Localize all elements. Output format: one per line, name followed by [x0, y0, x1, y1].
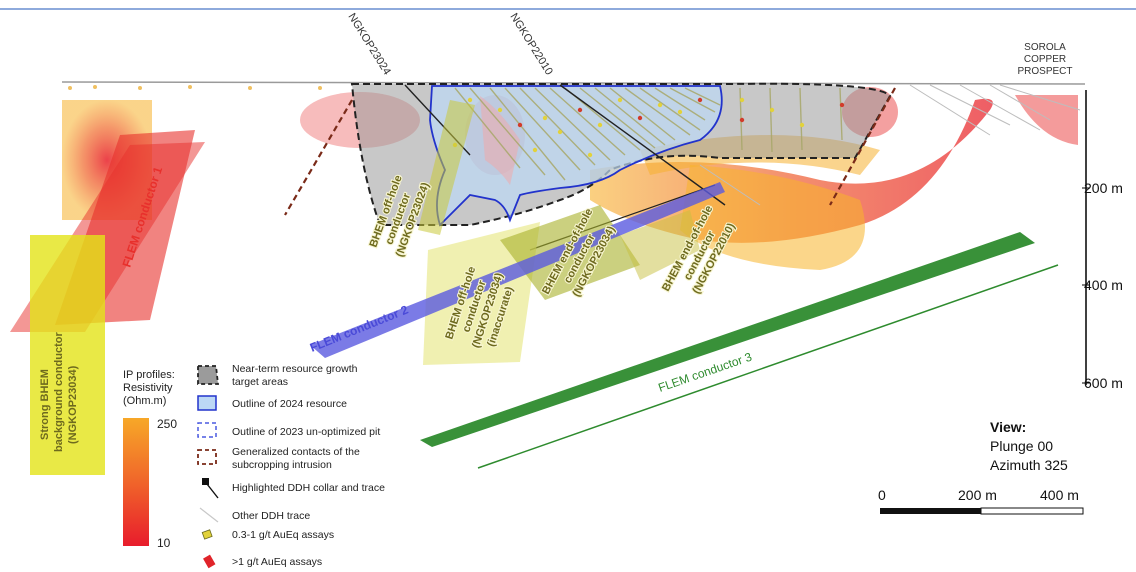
resource-core	[480, 96, 520, 185]
scale-bar-black	[880, 508, 981, 514]
ip-colour-ramp	[123, 418, 149, 546]
scale-label-200: 200 m	[958, 487, 997, 503]
legend-item-8-line-1: >1 g/t AuEq assays	[232, 556, 322, 568]
intrusion-contact-west	[284, 99, 353, 216]
prospect-label-line-1: SOROLA	[1024, 42, 1066, 53]
ip-legend: IP profiles: Resistivity (Ohm.m) 250 10	[123, 369, 177, 550]
legend-item-4-line-2: subcropping intrusion	[232, 459, 332, 471]
view-info: View: Plunge 00 Azimuth 325	[990, 419, 1068, 473]
ip-legend-max: 250	[157, 417, 177, 431]
strong-bhem-label-line-2: background conductor	[53, 332, 65, 453]
scale-bar-white	[980, 507, 1084, 515]
legend-item-7-line-1: 0.3-1 g/t AuEq assays	[232, 529, 334, 541]
depth-label-600: 600 m	[1084, 375, 1123, 391]
legend-red-assay-icon	[203, 554, 216, 569]
legend-intrusion-contact-icon	[197, 449, 217, 465]
ip-body-far-east	[1015, 95, 1078, 145]
legend-collar-icon	[202, 478, 209, 485]
bhem-endhole-22010-plate	[620, 210, 700, 280]
depth-label-400: 400 m	[1084, 277, 1123, 293]
ip-legend-title-1: IP profiles:	[123, 369, 175, 381]
ddh-traces-cluster	[454, 87, 843, 181]
strong-bhem-label: Strong BHEM background conductor (NGKOP2…	[39, 332, 79, 453]
scale-label-400: 400 m	[1040, 487, 1079, 503]
legend-item-1-line-2: target areas	[232, 376, 288, 388]
symbol-legend: Near-term resource growth target areas O…	[197, 363, 385, 569]
legend-pit-outline-icon	[197, 422, 217, 438]
legend-item-6-line-1: Other DDH trace	[232, 510, 310, 522]
strong-bhem-label-line-3: (NGKOP23034)	[67, 365, 79, 444]
highlighted-ddh-ngkop22010	[559, 84, 726, 206]
legend-item-3-line-1: Outline of 2023 un-optimized pit	[232, 426, 380, 438]
collar-label-ngkop22010: NGKOP22010	[507, 11, 554, 77]
legend-yellow-assay-icon	[201, 529, 213, 540]
legend-item-5-line-1: Highlighted DDH collar and trace	[232, 482, 385, 494]
prospect-label-line-2: COPPER	[1024, 54, 1066, 65]
intrusion-contact-east	[829, 87, 896, 206]
ip-legend-title-3: (Ohm.m)	[123, 395, 166, 407]
view-plunge: Plunge 00	[990, 438, 1053, 454]
legend-trace-icon	[206, 483, 219, 499]
scale-label-0: 0	[878, 487, 886, 503]
flem-conductor-3-line	[477, 264, 1059, 469]
legend-target-area-icon	[197, 365, 220, 385]
ip-legend-title-2: Resistivity	[123, 382, 173, 394]
ip-legend-min: 10	[157, 536, 171, 550]
depth-scale: 200 m 400 m 600 m	[1082, 90, 1123, 391]
legend-item-1-line-1: Near-term resource growth	[232, 363, 358, 375]
legend-other-trace-icon	[199, 507, 219, 523]
depth-label-200: 200 m	[1084, 180, 1123, 196]
legend-resource-outline-icon	[197, 395, 217, 411]
bhem-offhole-23034-plate	[423, 222, 540, 365]
view-title: View:	[990, 419, 1026, 435]
flem-conductor-2	[310, 182, 725, 358]
legend-item-2-line-1: Outline of 2024 resource	[232, 398, 347, 410]
strong-bhem-label-line-1: Strong BHEM	[39, 369, 51, 440]
ip-body-deep	[680, 165, 865, 270]
other-ddh-traces	[699, 84, 1081, 206]
flem-conductor-3-plate	[420, 232, 1035, 447]
scale-bar: 0 200 m 400 m	[878, 487, 1084, 515]
bhem-offhole-23024-plate	[418, 100, 475, 235]
view-azimuth: Azimuth 325	[990, 457, 1068, 473]
prospect-label-line-3: PROSPECT	[1017, 66, 1072, 77]
strong-bhem-conductor	[30, 235, 105, 475]
collar-label-ngkop23024: NGKOP23024	[345, 11, 392, 77]
legend-item-4-line-1: Generalized contacts of the	[232, 446, 360, 458]
